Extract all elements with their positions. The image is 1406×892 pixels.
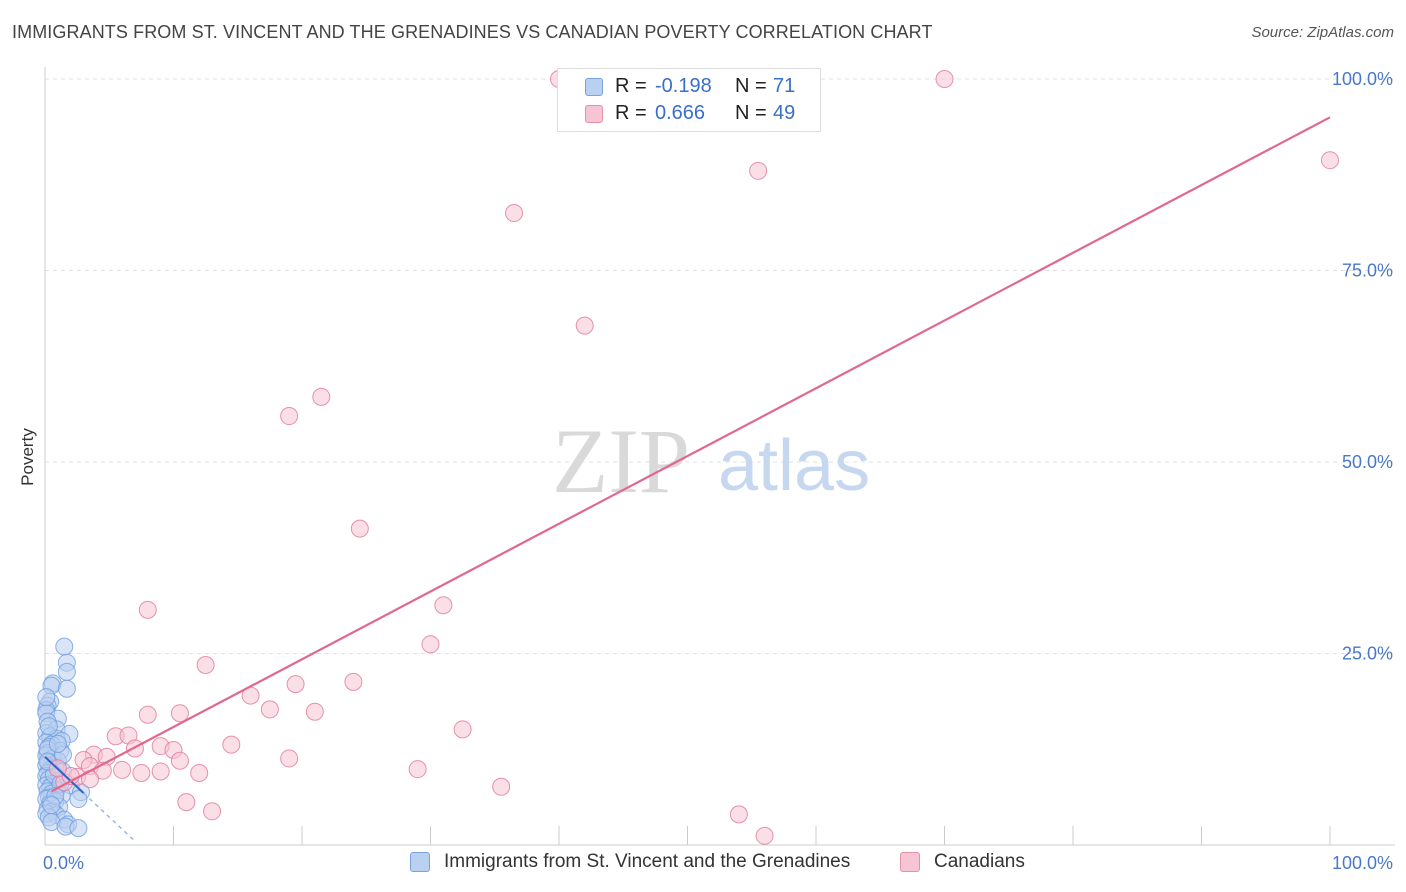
point-canadians[interactable] xyxy=(286,675,305,694)
legend-r-value: -0.198 xyxy=(655,75,712,97)
legend-swatch-canadians xyxy=(900,852,920,872)
point-canadians[interactable] xyxy=(421,635,440,654)
point-canadians[interactable] xyxy=(151,762,170,781)
series-legend: Immigrants from St. Vincent and the Gren… xyxy=(0,851,1406,879)
point-canadians[interactable] xyxy=(132,763,151,782)
trendline-immigrants-extension xyxy=(83,792,136,842)
legend-item-canadians[interactable]: Canadians xyxy=(900,851,1025,873)
legend-n-value: 71 xyxy=(773,75,796,97)
point-canadians[interactable] xyxy=(505,204,524,223)
y-tick-label: 25.0% xyxy=(1342,644,1393,664)
point-canadians[interactable] xyxy=(222,735,241,754)
correlation-legend: R = -0.198 N = 71 R = 0.666 N = 49 xyxy=(557,68,821,132)
legend-row-canadians: R = 0.666 N = 49 xyxy=(558,100,795,127)
point-canadians[interactable] xyxy=(305,702,324,721)
point-immigrants[interactable] xyxy=(57,679,76,698)
legend-row-immigrants: R = -0.198 N = 71 xyxy=(558,73,795,100)
point-canadians[interactable] xyxy=(190,763,209,782)
legend-label-immigrants: Immigrants from St. Vincent and the Gren… xyxy=(444,851,851,872)
series-immigrants-points xyxy=(37,637,90,838)
point-canadians[interactable] xyxy=(312,387,331,406)
legend-n-label: N = xyxy=(735,75,767,97)
series-canadians-points xyxy=(48,70,1339,845)
y-tick-label: 50.0% xyxy=(1342,452,1393,472)
point-canadians[interactable] xyxy=(729,805,748,824)
point-canadians[interactable] xyxy=(113,760,132,779)
point-canadians[interactable] xyxy=(575,316,594,335)
point-immigrants[interactable] xyxy=(69,790,88,809)
legend-n-label: N = xyxy=(735,102,767,124)
point-canadians[interactable] xyxy=(434,596,453,615)
point-canadians[interactable] xyxy=(280,749,299,768)
point-canadians[interactable] xyxy=(170,751,189,770)
watermark-atlas: atlas xyxy=(718,426,870,506)
point-immigrants[interactable] xyxy=(55,637,74,656)
point-canadians[interactable] xyxy=(177,793,196,812)
point-immigrants[interactable] xyxy=(42,796,61,815)
point-canadians[interactable] xyxy=(344,672,363,691)
watermark: ZIP atlas xyxy=(552,410,870,512)
y-axis-title: Poverty xyxy=(18,428,37,486)
chart-title: IMMIGRANTS FROM ST. VINCENT AND THE GREN… xyxy=(12,22,933,42)
point-canadians[interactable] xyxy=(196,655,215,674)
point-canadians[interactable] xyxy=(935,70,954,88)
point-canadians[interactable] xyxy=(453,720,472,739)
point-canadians[interactable] xyxy=(408,760,427,779)
y-tick-label: 75.0% xyxy=(1342,261,1393,281)
point-immigrants[interactable] xyxy=(39,717,58,736)
point-canadians[interactable] xyxy=(170,704,189,723)
y-tick-label: 100.0% xyxy=(1332,69,1393,89)
point-canadians[interactable] xyxy=(260,700,279,719)
point-canadians[interactable] xyxy=(492,777,511,796)
trend-lines xyxy=(44,116,1331,842)
legend-r-label: R = xyxy=(615,102,647,124)
watermark-zip: ZIP xyxy=(552,410,690,512)
point-immigrants[interactable] xyxy=(37,688,56,707)
legend-label-canadians: Canadians xyxy=(934,851,1025,872)
point-immigrants[interactable] xyxy=(48,734,67,753)
source-label: Source: ZipAtlas.com xyxy=(1251,24,1394,41)
trendline-canadians xyxy=(50,116,1331,793)
grid-lines xyxy=(45,78,1395,654)
trendline-immigrants xyxy=(44,756,85,794)
legend-r-label: R = xyxy=(615,75,647,97)
legend-swatch-immigrants xyxy=(585,77,603,96)
legend-swatch-immigrants xyxy=(410,852,430,872)
legend-item-immigrants[interactable]: Immigrants from St. Vincent and the Gren… xyxy=(410,851,850,873)
tick-labels: 25.0% 50.0% 75.0% 100.0% 0.0% 100.0% xyxy=(43,69,1393,873)
point-immigrants[interactable] xyxy=(69,819,88,838)
point-canadians[interactable] xyxy=(138,600,157,619)
point-canadians[interactable] xyxy=(280,407,299,426)
legend-n-value: 49 xyxy=(773,102,796,124)
point-canadians[interactable] xyxy=(749,161,768,180)
point-canadians[interactable] xyxy=(203,802,222,821)
point-canadians[interactable] xyxy=(138,705,157,724)
legend-r-value: 0.666 xyxy=(655,102,706,124)
point-canadians[interactable] xyxy=(350,519,369,538)
x-tick-label: 0.0% xyxy=(43,853,84,873)
point-canadians[interactable] xyxy=(1321,151,1339,170)
point-canadians[interactable] xyxy=(755,826,774,845)
point-immigrants[interactable] xyxy=(57,662,76,681)
legend-swatch-canadians xyxy=(585,104,603,123)
x-tick-label: 100.0% xyxy=(1332,853,1393,873)
